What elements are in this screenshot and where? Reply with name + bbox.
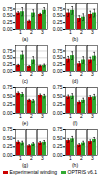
svg-text:0.75: 0.75 [3, 48, 13, 54]
svg-text:1: 1 [19, 71, 22, 78]
svg-text:1: 1 [19, 113, 22, 120]
svg-text:0.75: 0.75 [53, 126, 63, 132]
svg-text:2: 2 [30, 155, 33, 162]
html-text:(d): (d) [71, 78, 79, 84]
svg-text:2: 2 [80, 71, 83, 78]
svg-text:0.50: 0.50 [53, 135, 63, 141]
html-text:OPTRIS v6.1: OPTRIS v6.1 [67, 169, 97, 175]
svg-text:0.00: 0.00 [53, 110, 63, 116]
html-text:(c): (c) [22, 78, 28, 84]
svg-text:2: 2 [30, 71, 33, 78]
svg-text:0.50: 0.50 [53, 12, 63, 18]
html-text:(e): (e) [21, 120, 29, 126]
svg-text:0.25: 0.25 [3, 143, 13, 149]
svg-text:0.25: 0.25 [3, 101, 13, 107]
svg-text:3: 3 [41, 29, 44, 35]
svg-text:0.50: 0.50 [3, 54, 13, 60]
svg-text:0.25: 0.25 [3, 61, 13, 67]
html-text:(h): (h) [71, 162, 79, 168]
svg-text:0.75: 0.75 [3, 84, 13, 90]
svg-text:0.00: 0.00 [3, 26, 13, 32]
svg-text:1: 1 [69, 29, 72, 35]
svg-text:0.75: 0.75 [53, 6, 63, 12]
svg-text:1: 1 [19, 29, 22, 35]
svg-text:0.25: 0.25 [53, 19, 63, 25]
svg-text:0.50: 0.50 [53, 54, 63, 60]
svg-text:0.00: 0.00 [3, 152, 13, 158]
svg-text:0.25: 0.25 [53, 143, 63, 149]
html-text:(b): (b) [71, 36, 79, 42]
svg-text:3: 3 [91, 155, 94, 162]
svg-text:3: 3 [41, 155, 44, 162]
svg-text:3: 3 [41, 113, 44, 120]
svg-text:0.00: 0.00 [3, 110, 13, 116]
svg-text:3: 3 [41, 71, 44, 78]
html-text:(a): (a) [21, 36, 29, 42]
svg-text:1: 1 [69, 155, 72, 162]
html-text:(f): (f) [72, 120, 78, 126]
svg-text:0.50: 0.50 [3, 93, 13, 99]
svg-text:0.50: 0.50 [3, 135, 13, 141]
svg-text:0.75: 0.75 [3, 126, 13, 132]
svg-text:3: 3 [91, 71, 94, 78]
svg-text:0.75: 0.75 [53, 84, 63, 90]
svg-text:0.00: 0.00 [53, 68, 63, 74]
html-text:Experimental winding: Experimental winding [9, 169, 57, 175]
svg-text:2: 2 [30, 29, 33, 35]
svg-text:1: 1 [69, 113, 72, 120]
svg-text:0.00: 0.00 [53, 26, 63, 32]
svg-text:2: 2 [30, 113, 33, 120]
svg-text:2: 2 [80, 113, 83, 120]
svg-text:0.50: 0.50 [3, 12, 13, 18]
svg-text:3: 3 [91, 113, 94, 120]
svg-text:1: 1 [69, 71, 72, 78]
svg-text:2: 2 [80, 29, 83, 35]
svg-text:0.25: 0.25 [53, 61, 63, 67]
html-text:(g): (g) [21, 162, 29, 168]
svg-text:2: 2 [80, 155, 83, 162]
svg-text:1: 1 [19, 155, 22, 162]
svg-text:0.25: 0.25 [53, 101, 63, 107]
svg-text:0.00: 0.00 [53, 152, 63, 158]
svg-text:0.25: 0.25 [3, 19, 13, 25]
svg-text:0.75: 0.75 [53, 48, 63, 54]
svg-text:0.50: 0.50 [53, 93, 63, 99]
svg-text:0.75: 0.75 [3, 6, 13, 12]
svg-text:3: 3 [91, 29, 94, 35]
svg-text:0.00: 0.00 [3, 68, 13, 74]
